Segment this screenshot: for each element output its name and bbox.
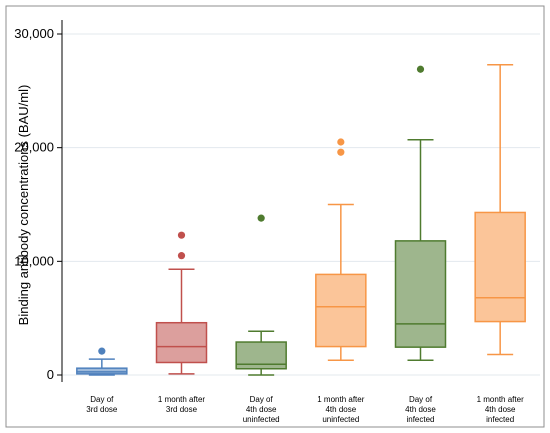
boxes: [76, 63, 526, 376]
y-tick-label: 10,000: [14, 253, 54, 268]
x-category-label-line: Day of: [409, 395, 433, 404]
outlier-point: [257, 214, 265, 222]
chart-frame: [5, 5, 545, 428]
x-category-label-line: infected: [486, 415, 514, 424]
x-category-label: Day of 4th dose infected: [405, 395, 436, 424]
iqr-box: [315, 273, 367, 348]
box-group: [155, 231, 208, 375]
box-group: [474, 63, 526, 356]
grid-layer: [62, 33, 540, 376]
x-category-label-line: 4th dose: [246, 405, 277, 414]
iqr-box: [474, 211, 526, 323]
x-category-label-line: 4th dose: [485, 405, 516, 414]
box-group: [394, 65, 447, 361]
x-category-label-line: 3rd dose: [86, 405, 118, 414]
iqr-box: [155, 321, 208, 364]
x-category-label: 1 month after 3rd dose: [158, 395, 205, 414]
y-tick-label: 20,000: [14, 140, 54, 155]
outlier-point: [337, 148, 345, 156]
x-category-label: 1 month after 4th dose uninfected: [317, 395, 364, 424]
iqr-box: [76, 367, 128, 375]
x-category-label-line: 1 month after: [317, 395, 364, 404]
y-tick-label: 0: [47, 367, 54, 382]
x-category-label-line: 4th dose: [325, 405, 356, 414]
y-ticks: 0 10,000 20,000 30,000: [14, 26, 62, 382]
outlier-point: [416, 65, 425, 73]
x-category-label-line: uninfected: [243, 415, 280, 424]
y-axis-label: Binding antibody concentrations (BAU/ml): [16, 85, 31, 326]
outlier-point: [177, 231, 186, 239]
x-category-label-line: 4th dose: [405, 405, 436, 414]
x-category-label-line: uninfected: [322, 415, 359, 424]
x-category-label: Day of 4th dose uninfected: [243, 395, 280, 424]
box-group: [76, 347, 128, 376]
x-category-label-line: 1 month after: [158, 395, 205, 404]
x-category-label-line: Day of: [90, 395, 114, 404]
outlier-point: [98, 347, 106, 355]
y-tick-label: 30,000: [14, 26, 54, 41]
box-group: [315, 138, 367, 361]
x-category-label-line: infected: [406, 415, 434, 424]
outlier-point: [177, 252, 186, 260]
x-category-label-line: 3rd dose: [166, 405, 198, 414]
box-group: [235, 214, 287, 376]
x-category-label-line: Day of: [250, 395, 274, 404]
x-category-label: 1 month after 4th dose infected: [477, 395, 524, 424]
x-category-label-line: 1 month after: [477, 395, 524, 404]
x-category-label: Day of 3rd dose: [86, 395, 118, 414]
outlier-point: [337, 138, 345, 146]
iqr-box: [394, 240, 447, 348]
